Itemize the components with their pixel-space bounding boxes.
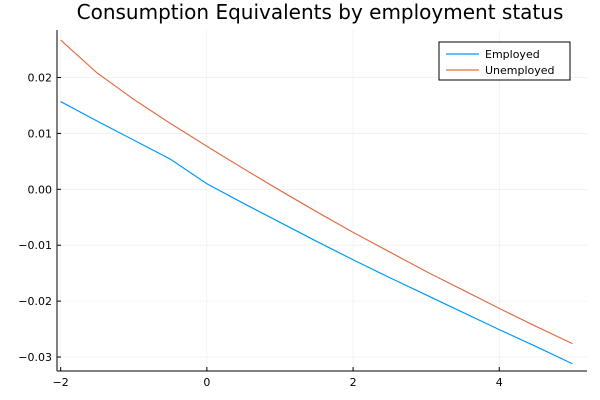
x-tick-label: 0: [203, 376, 210, 389]
y-tick-label: 0.02: [28, 72, 53, 85]
legend-label: Unemployed: [485, 64, 555, 77]
x-tick-label: 4: [496, 376, 503, 389]
x-tick-label: 2: [350, 376, 357, 389]
legend-label: Employed: [485, 48, 540, 61]
y-tick-label: 0.00: [28, 183, 53, 196]
y-tick-label: −0.02: [18, 295, 52, 308]
axes: −2 0 2 4 −0.03 −0.02 −0.01 0.00 0.01 0.02: [18, 30, 587, 389]
x-tick-label: −2: [53, 376, 69, 389]
grid-lines: [57, 30, 587, 371]
y-tick-label: 0.01: [28, 127, 53, 140]
legend: Employed Unemployed: [438, 41, 571, 81]
chart-title: Consumption Equivalents by employment st…: [77, 0, 564, 24]
series-line-employed: [60, 101, 573, 365]
series-lines: [60, 39, 573, 365]
y-tick-label: −0.03: [18, 351, 52, 364]
legend-box: [438, 41, 571, 81]
series-line-unemployed: [60, 39, 573, 345]
y-tick-label: −0.01: [18, 239, 52, 252]
